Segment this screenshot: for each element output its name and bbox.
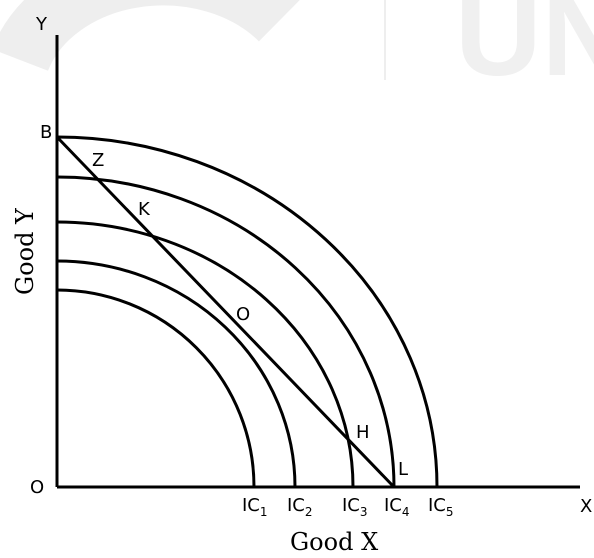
x-axis-title: Good X [290, 528, 378, 556]
curve-ic1 [56, 288, 256, 488]
point-z-label: Z [92, 150, 104, 171]
point-b-label: B [40, 122, 52, 143]
point-h-label: H [356, 422, 370, 443]
ic1-label: IC1 [242, 495, 268, 519]
ic2-label: IC2 [287, 495, 313, 519]
ic5-label: IC5 [428, 495, 454, 519]
watermark-text: UN [455, 0, 594, 101]
x-axis-letter: X [580, 496, 592, 517]
y-axis-title: Good Y [11, 207, 39, 295]
point-k-label: K [138, 199, 151, 220]
point-o-label: O [236, 304, 250, 325]
curve-ic2 [56, 259, 297, 488]
point-l-label: L [398, 459, 408, 480]
origin-label: O [30, 477, 44, 498]
ic3-label: IC3 [342, 495, 368, 519]
budget-line [55, 135, 396, 489]
ic4-label: IC4 [384, 495, 410, 519]
y-axis-letter: Y [35, 14, 48, 35]
watermark-logo-arc [0, 0, 300, 72]
curve-ic4 [56, 175, 396, 488]
watermark: UN [0, 0, 594, 101]
curve-ic5 [56, 135, 439, 488]
curve-ic3 [56, 220, 355, 488]
